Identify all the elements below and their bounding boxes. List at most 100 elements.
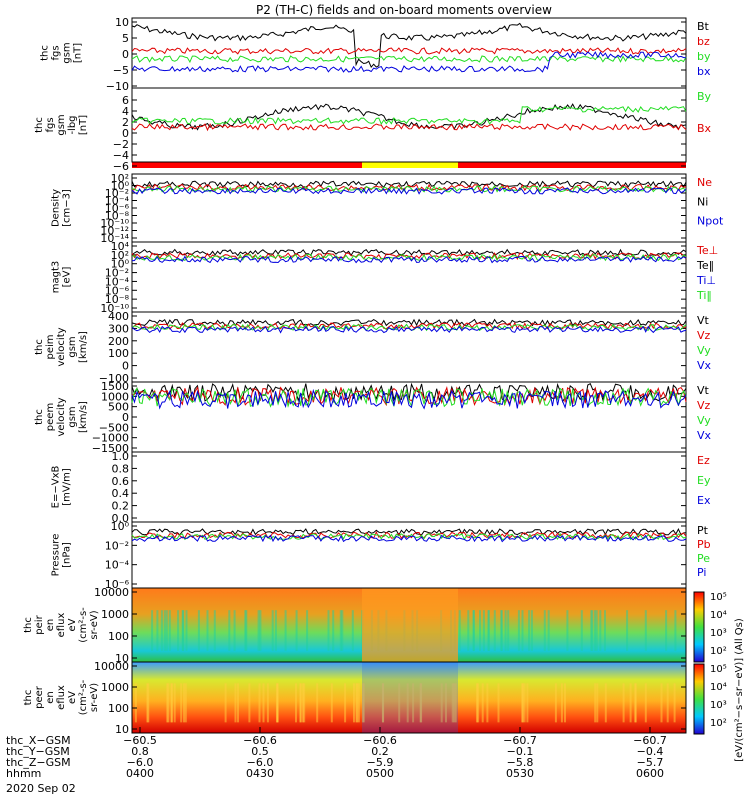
y-axis-label: eV xyxy=(67,618,78,631)
y-tick-label: 10 xyxy=(115,723,129,736)
y-tick-label: 10⁻⁸ xyxy=(105,293,130,306)
spectrogram-texture xyxy=(560,683,563,723)
legend-Vx: Vx xyxy=(697,429,712,442)
x-axis-value: 0530 xyxy=(506,767,534,780)
spectrogram-texture xyxy=(160,610,163,651)
y-axis-label: peer xyxy=(34,685,45,709)
x-axis-row-label: thc_X−GSM xyxy=(6,734,71,747)
y-tick-label: −2 xyxy=(113,138,129,151)
spectrogram-texture xyxy=(666,683,669,723)
y-axis-label: [eV] xyxy=(62,267,73,288)
x-axis-value: 0400 xyxy=(126,767,154,780)
y-axis-label: Pressure xyxy=(51,534,62,577)
legend-Te⊥: Te⊥ xyxy=(696,244,718,257)
spectrogram-texture xyxy=(482,610,485,651)
legend-Te‖: Te‖ xyxy=(696,259,714,272)
series-red-trace xyxy=(131,531,687,540)
legend-Npot: Npot xyxy=(697,215,724,228)
y-axis-label: [nT] xyxy=(78,115,89,135)
legend-Ti⊥: Ti⊥ xyxy=(696,274,716,287)
y-tick-label: 400 xyxy=(108,310,129,323)
y-tick-label: 300 xyxy=(108,322,129,335)
figure-title: P2 (TH-C) fields and on-board moments ov… xyxy=(256,3,552,17)
y-tick-label: 10⁻⁸ xyxy=(105,210,130,223)
spectrogram-texture xyxy=(526,683,529,723)
x-axis-value: −60.6 xyxy=(243,734,277,747)
y-tick-label: 10⁻¹⁰ xyxy=(100,217,129,230)
y-tick-label: 0 xyxy=(122,411,129,424)
y-axis-label: E=−VxB xyxy=(51,466,62,509)
panel-peir-eflux: 10000 1000 100 10 thc peir en eflux eV (cm²-s-sr-… xyxy=(23,586,687,665)
spectrogram-texture xyxy=(180,683,183,723)
spectrogram-texture xyxy=(504,610,507,651)
spectrogram-texture xyxy=(523,683,526,723)
spectrogram-texture xyxy=(453,683,456,723)
x-axis-row-label: thc_Y−GSM xyxy=(6,745,70,758)
y-tick-label: 100 xyxy=(108,630,129,643)
x-axis-value: 0.2 xyxy=(371,745,389,758)
y-tick-label: 10 xyxy=(115,16,129,29)
x-axis-value: 0.8 xyxy=(131,745,149,758)
spectrogram-texture xyxy=(299,683,302,723)
legend-bx: bx xyxy=(697,65,711,78)
y-axis-label: gsm xyxy=(67,406,78,427)
spectrogram-texture xyxy=(673,683,676,723)
legend-Ti‖: Ti‖ xyxy=(696,289,712,302)
spectrogram-texture xyxy=(170,683,173,723)
legend-Ne: Ne xyxy=(697,176,712,189)
spectrogram-texture xyxy=(362,683,365,723)
x-axis-value: −5.8 xyxy=(507,756,534,769)
spectrogram-texture xyxy=(594,683,597,723)
series-red-trace xyxy=(131,183,687,192)
x-axis-value: −5.9 xyxy=(367,756,394,769)
y-tick-label: 10⁻¹⁴ xyxy=(100,232,129,245)
spectrogram-texture xyxy=(626,610,629,651)
panel-frame xyxy=(131,87,687,163)
spectrogram-texture xyxy=(168,610,171,651)
colorbar-strip xyxy=(693,663,705,735)
data-gap-region xyxy=(362,662,458,733)
panel-frame xyxy=(131,451,687,523)
series-black-trace xyxy=(131,527,687,536)
spectrogram-texture xyxy=(295,610,298,651)
spectrogram-texture xyxy=(156,610,159,651)
colorbar-tick-label: 10⁵ xyxy=(710,592,727,603)
legend-Pe: Pe xyxy=(697,552,710,565)
y-axis-label: thc xyxy=(23,617,34,633)
status-bar-yellow xyxy=(362,162,458,168)
y-axis-label: en xyxy=(45,691,56,704)
y-tick-label: −500 xyxy=(99,421,129,434)
spectrogram-texture xyxy=(517,610,520,651)
colorbar-strip xyxy=(693,591,705,663)
legend-Ex: Ex xyxy=(697,494,711,507)
spectrogram-texture xyxy=(167,683,170,723)
spectrogram-texture xyxy=(479,610,481,651)
spectrogram-texture xyxy=(467,610,470,651)
y-tick-label: 1000 xyxy=(101,608,129,621)
colorbar-tick-label: 10⁵ xyxy=(710,664,727,675)
spectrogram-texture xyxy=(445,683,447,723)
y-axis-label: sr-eV) xyxy=(89,683,100,712)
y-axis-label: [mV/m] xyxy=(62,468,73,506)
spectrogram-texture xyxy=(604,683,607,723)
spectrogram-texture xyxy=(183,683,185,723)
spectrogram-texture xyxy=(266,683,269,723)
y-axis-label: gsm xyxy=(62,42,73,63)
spectrogram-texture xyxy=(224,683,227,723)
colorbar-tick-label: 10⁴ xyxy=(710,610,727,621)
spectrogram-texture xyxy=(547,610,550,651)
spectrogram-texture xyxy=(486,683,489,723)
y-tick-label: 10 xyxy=(115,652,129,665)
x-axis-row-label: hhmm xyxy=(6,767,41,780)
series-blue-trace xyxy=(131,187,687,195)
y-axis-label: sr-eV) xyxy=(89,610,100,639)
x-axis-value: −60.5 xyxy=(123,734,157,747)
spectrogram-texture xyxy=(182,610,185,651)
spectrogram-texture xyxy=(522,683,524,723)
spectrogram-texture xyxy=(629,683,632,723)
spectrogram-texture xyxy=(596,683,599,723)
series-green-trace xyxy=(131,105,687,125)
y-tick-label: −1000 xyxy=(92,432,129,445)
spectrogram-texture xyxy=(420,683,423,723)
y-tick-label: 10⁻⁴ xyxy=(105,559,130,572)
